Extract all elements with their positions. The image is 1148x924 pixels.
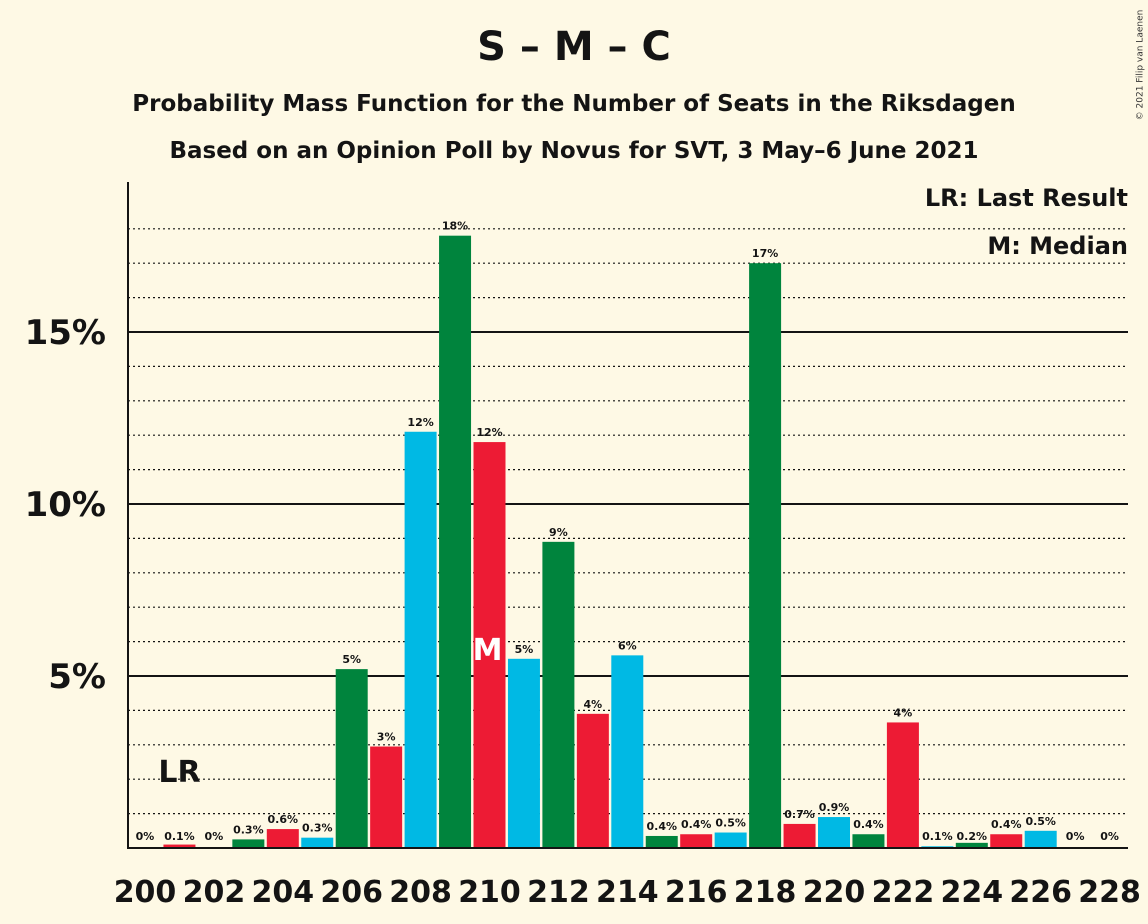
bar-value-label: 0.3%: [233, 823, 264, 836]
bar-value-label: 17%: [752, 247, 778, 260]
chart-source-subtitle: Based on an Opinion Poll by Novus for SV…: [169, 138, 979, 164]
x-tick-label: 210: [458, 875, 521, 910]
bar-seat-221: [852, 834, 885, 848]
bar-value-label: 4%: [894, 706, 913, 719]
bar-seat-225: [990, 834, 1023, 848]
bar-seat-212: [542, 541, 575, 848]
bar-seat-222: [886, 722, 919, 848]
bar-value-label: 12%: [407, 416, 433, 429]
bar-seat-215: [645, 835, 678, 848]
bar-value-label: 6%: [618, 639, 637, 652]
bar-value-label: 0%: [1066, 830, 1085, 843]
data-labels: 0% 0.1% 0%0.3%0.6%0.3%5%3%12%18%12%5%9%4%6…: [136, 220, 1119, 843]
bar-seat-213: [576, 713, 609, 848]
bar-value-label: 0.4%: [681, 818, 712, 831]
bar-value-label: 0.4%: [646, 820, 677, 833]
bar-seat-216: [680, 834, 713, 848]
bar-seat-207: [370, 746, 403, 848]
y-tick-label: 10%: [25, 485, 106, 525]
x-tick-label: 216: [665, 875, 728, 910]
bar-seat-211: [507, 658, 540, 848]
last-result-marker: LR: [158, 755, 200, 790]
bar-value-label: 0.5%: [715, 817, 746, 830]
y-tick-label: 15%: [25, 313, 106, 353]
x-tick-label: 214: [596, 875, 659, 910]
bar-value-label: 0.4%: [991, 818, 1022, 831]
bar-seat-205: [301, 837, 334, 848]
bar-seat-226: [1024, 830, 1057, 848]
chart-title: S – M – C: [477, 24, 671, 70]
bar-seat-203: [232, 839, 265, 848]
bar-seat-206: [335, 669, 368, 848]
bar-value-label: 0.7%: [784, 808, 815, 821]
bar-seat-201: [163, 844, 196, 848]
bar-value-label: 0%: [136, 830, 155, 843]
bar-seat-209: [439, 235, 472, 848]
bar-value-label: 0.5%: [1025, 815, 1056, 828]
bar-seat-208: [404, 431, 437, 848]
bar-value-label: 0%: [1100, 830, 1119, 843]
bar-value-label: 0.4%: [853, 818, 884, 831]
bar-seat-224: [955, 842, 988, 848]
median-marker: M: [473, 633, 503, 668]
bars: [163, 235, 1057, 848]
x-tick-label: 200: [114, 875, 177, 910]
bar-value-label: 9%: [549, 526, 568, 539]
bar-value-label: 0.6%: [268, 813, 299, 826]
bar-seat-214: [611, 655, 644, 848]
bar-value-label: 0.2%: [957, 830, 988, 843]
chart-subtitle: Probability Mass Function for the Number…: [132, 91, 1016, 117]
x-tick-label: 222: [872, 875, 935, 910]
bar-value-label: 3%: [377, 731, 396, 744]
legend-median: M: Median: [987, 232, 1128, 260]
bar-value-label: 0.1%: [922, 830, 953, 843]
bar-value-label: 4%: [584, 698, 603, 711]
x-tick-label: 228: [1078, 875, 1141, 910]
bar-seat-220: [818, 817, 850, 848]
x-tick-label: 226: [1009, 875, 1072, 910]
bar-value-label: 12%: [476, 426, 502, 439]
bar-value-label: 0%: [205, 830, 224, 843]
bar-seat-219: [783, 823, 816, 848]
x-tick-label: 206: [320, 875, 383, 910]
bar-seat-210: [473, 442, 506, 848]
x-tick-label: 202: [183, 875, 246, 910]
bar-value-label: 18%: [442, 220, 468, 233]
axes: 5%10%15%200 202 204 206 208 210 212 214 216 218 22…: [25, 182, 1141, 910]
legend-last-result: LR: Last Result: [924, 184, 1128, 212]
bar-value-label: 5%: [515, 643, 534, 656]
bar-value-label: 5%: [342, 653, 361, 666]
bar-seat-217: [714, 832, 747, 848]
y-tick-label: 5%: [48, 657, 106, 697]
bar-value-label: 0.3%: [302, 822, 333, 835]
bar-value-label: 0.9%: [819, 801, 850, 814]
x-tick-label: 218: [734, 875, 797, 910]
x-tick-label: 224: [940, 875, 1003, 910]
x-tick-label: 212: [527, 875, 590, 910]
x-tick-label: 204: [251, 875, 314, 910]
x-tick-label: 208: [389, 875, 452, 910]
bar-seat-218: [749, 263, 782, 848]
x-tick-label: 220: [803, 875, 866, 910]
bar-seat-204: [266, 829, 299, 848]
bar-value-label: 0.1%: [164, 830, 195, 843]
